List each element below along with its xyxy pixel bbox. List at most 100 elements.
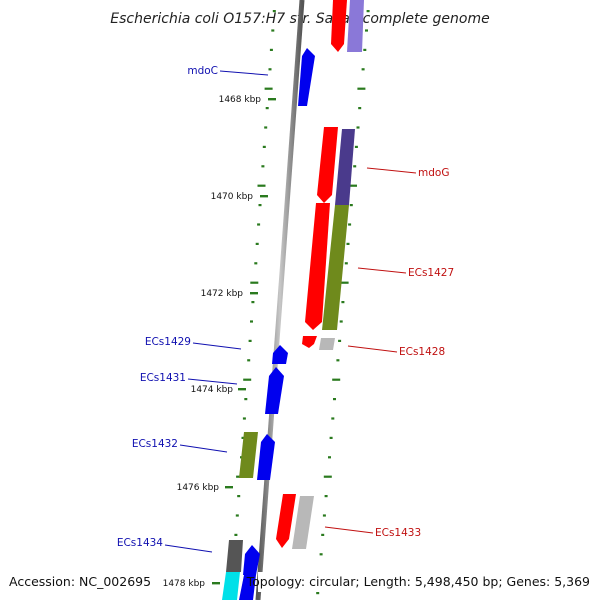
guide-dot (268, 68, 272, 71)
leader-line (366, 167, 417, 174)
gene-label-ECs1428[interactable]: ECs1428 (399, 346, 445, 358)
guide-dot (321, 533, 325, 536)
guide-dot (248, 339, 252, 342)
kbp-mark: 1472 kbp (201, 289, 258, 299)
gene-label-ECs1431[interactable]: ECs1431 (140, 372, 186, 384)
gene-ECs1427[interactable] (322, 205, 349, 330)
kbp-scale: 1468 kbp 1470 kbp 1472 kbp 1474 kbp 1476… (163, 95, 276, 589)
gene-label-mdoG[interactable]: mdoG (418, 167, 449, 179)
footer-backdrop (258, 572, 596, 592)
guide-dot (269, 48, 273, 51)
gene-ECs1433[interactable] (292, 496, 314, 549)
guide-dot (332, 378, 341, 381)
genome-summary: Topology: circular; Length: 5,498,450 bp… (246, 574, 590, 589)
guide-dot (255, 242, 259, 245)
gene-arrow[interactable] (302, 336, 317, 348)
guide-dot (257, 223, 261, 226)
guide-dot (234, 533, 238, 536)
gene-label-ECs1433[interactable]: ECs1433 (375, 527, 421, 539)
gene-ECs1431[interactable] (265, 367, 284, 414)
guide-dot (237, 495, 241, 498)
guide-dot (242, 417, 246, 420)
gene-ECs1434[interactable] (226, 540, 243, 572)
genes-left-strand (222, 48, 315, 600)
kbp-tick (260, 195, 268, 198)
gene-label-ECs1427[interactable]: ECs1427 (408, 267, 454, 279)
guide-dot (328, 456, 331, 459)
guide-dot (361, 68, 365, 71)
gene-label-ECs1429[interactable]: ECs1429 (145, 336, 191, 348)
leader-line (324, 526, 374, 534)
guide-dot (363, 48, 367, 51)
guide-dot (264, 87, 273, 90)
kbp-label: 1468 kbp (219, 95, 262, 105)
guide-dot (354, 145, 358, 148)
gene-labels: mdoC mdoG ECs1427 ECs1428 ECs1429 ECs143… (117, 65, 454, 553)
guide-dot (340, 281, 349, 284)
guide-dot (365, 29, 368, 32)
kbp-label: 1470 kbp (211, 192, 254, 202)
gene-arrow[interactable] (239, 575, 256, 600)
guide-dot (271, 29, 275, 32)
guide-dot (322, 514, 326, 517)
leader-line (187, 378, 238, 385)
gene-ECs1428[interactable] (319, 338, 335, 350)
guide-dot (254, 262, 258, 265)
kbp-label: 1478 kbp (163, 579, 206, 589)
leader-line (357, 267, 407, 274)
kbp-tick (238, 388, 246, 391)
guide-dot (258, 204, 262, 207)
guide-dot (356, 126, 360, 129)
guide-dot (244, 398, 248, 401)
kbp-mark: 1478 kbp (163, 579, 220, 589)
guide-dot (324, 495, 328, 498)
gene-arrow[interactable] (243, 545, 260, 575)
guide-dot (250, 320, 253, 323)
guide-dot (357, 87, 366, 90)
guide-dot (349, 184, 357, 187)
guide-dot (329, 436, 333, 439)
gene-arrow[interactable] (257, 434, 275, 480)
kbp-tick (212, 582, 220, 585)
gene-arrow[interactable] (331, 0, 347, 52)
kbp-mark: 1476 kbp (177, 483, 233, 493)
guide-dot (265, 107, 269, 110)
guide-dot (333, 398, 336, 401)
gene-ECs1432[interactable] (239, 432, 258, 478)
kbp-label: 1476 kbp (177, 483, 220, 493)
guide-dot (353, 165, 357, 168)
leader-line (219, 70, 269, 76)
kbp-tick (250, 292, 258, 295)
gene-arrow[interactable] (276, 494, 296, 548)
kbp-label: 1472 kbp (201, 289, 244, 299)
guide-dot (261, 165, 265, 168)
gene-ECs1429[interactable] (272, 345, 288, 364)
accession-text: Accession: NC_002695 (9, 574, 151, 589)
leader-line (179, 444, 228, 453)
guide-dot (241, 436, 245, 439)
kbp-mark: 1468 kbp (219, 95, 276, 105)
leader-line (164, 544, 213, 553)
guide-dot (272, 10, 276, 13)
guide-dot (251, 301, 255, 304)
gene-box[interactable] (222, 572, 240, 600)
gene-label-ECs1434[interactable]: ECs1434 (117, 537, 163, 549)
genome-axis (255, 0, 305, 600)
gene-label-mdoC[interactable]: mdoC (187, 65, 218, 77)
kbp-tick (268, 98, 276, 101)
gene-arrow[interactable] (305, 203, 330, 330)
gene-label-ECs1432[interactable]: ECs1432 (132, 438, 178, 450)
guide-dot (331, 417, 335, 420)
guide-dot (339, 320, 343, 323)
guide-dot (341, 301, 345, 304)
gene-box[interactable] (347, 0, 364, 52)
gene-mdoG[interactable] (335, 129, 355, 205)
gene-mdoC[interactable] (298, 48, 315, 106)
guide-dot (264, 126, 268, 129)
guide-dot (344, 262, 348, 265)
guide-dot (257, 184, 266, 187)
guide-dot (323, 475, 332, 478)
gene-arrow[interactable] (317, 127, 338, 203)
guide-dot (346, 242, 350, 245)
